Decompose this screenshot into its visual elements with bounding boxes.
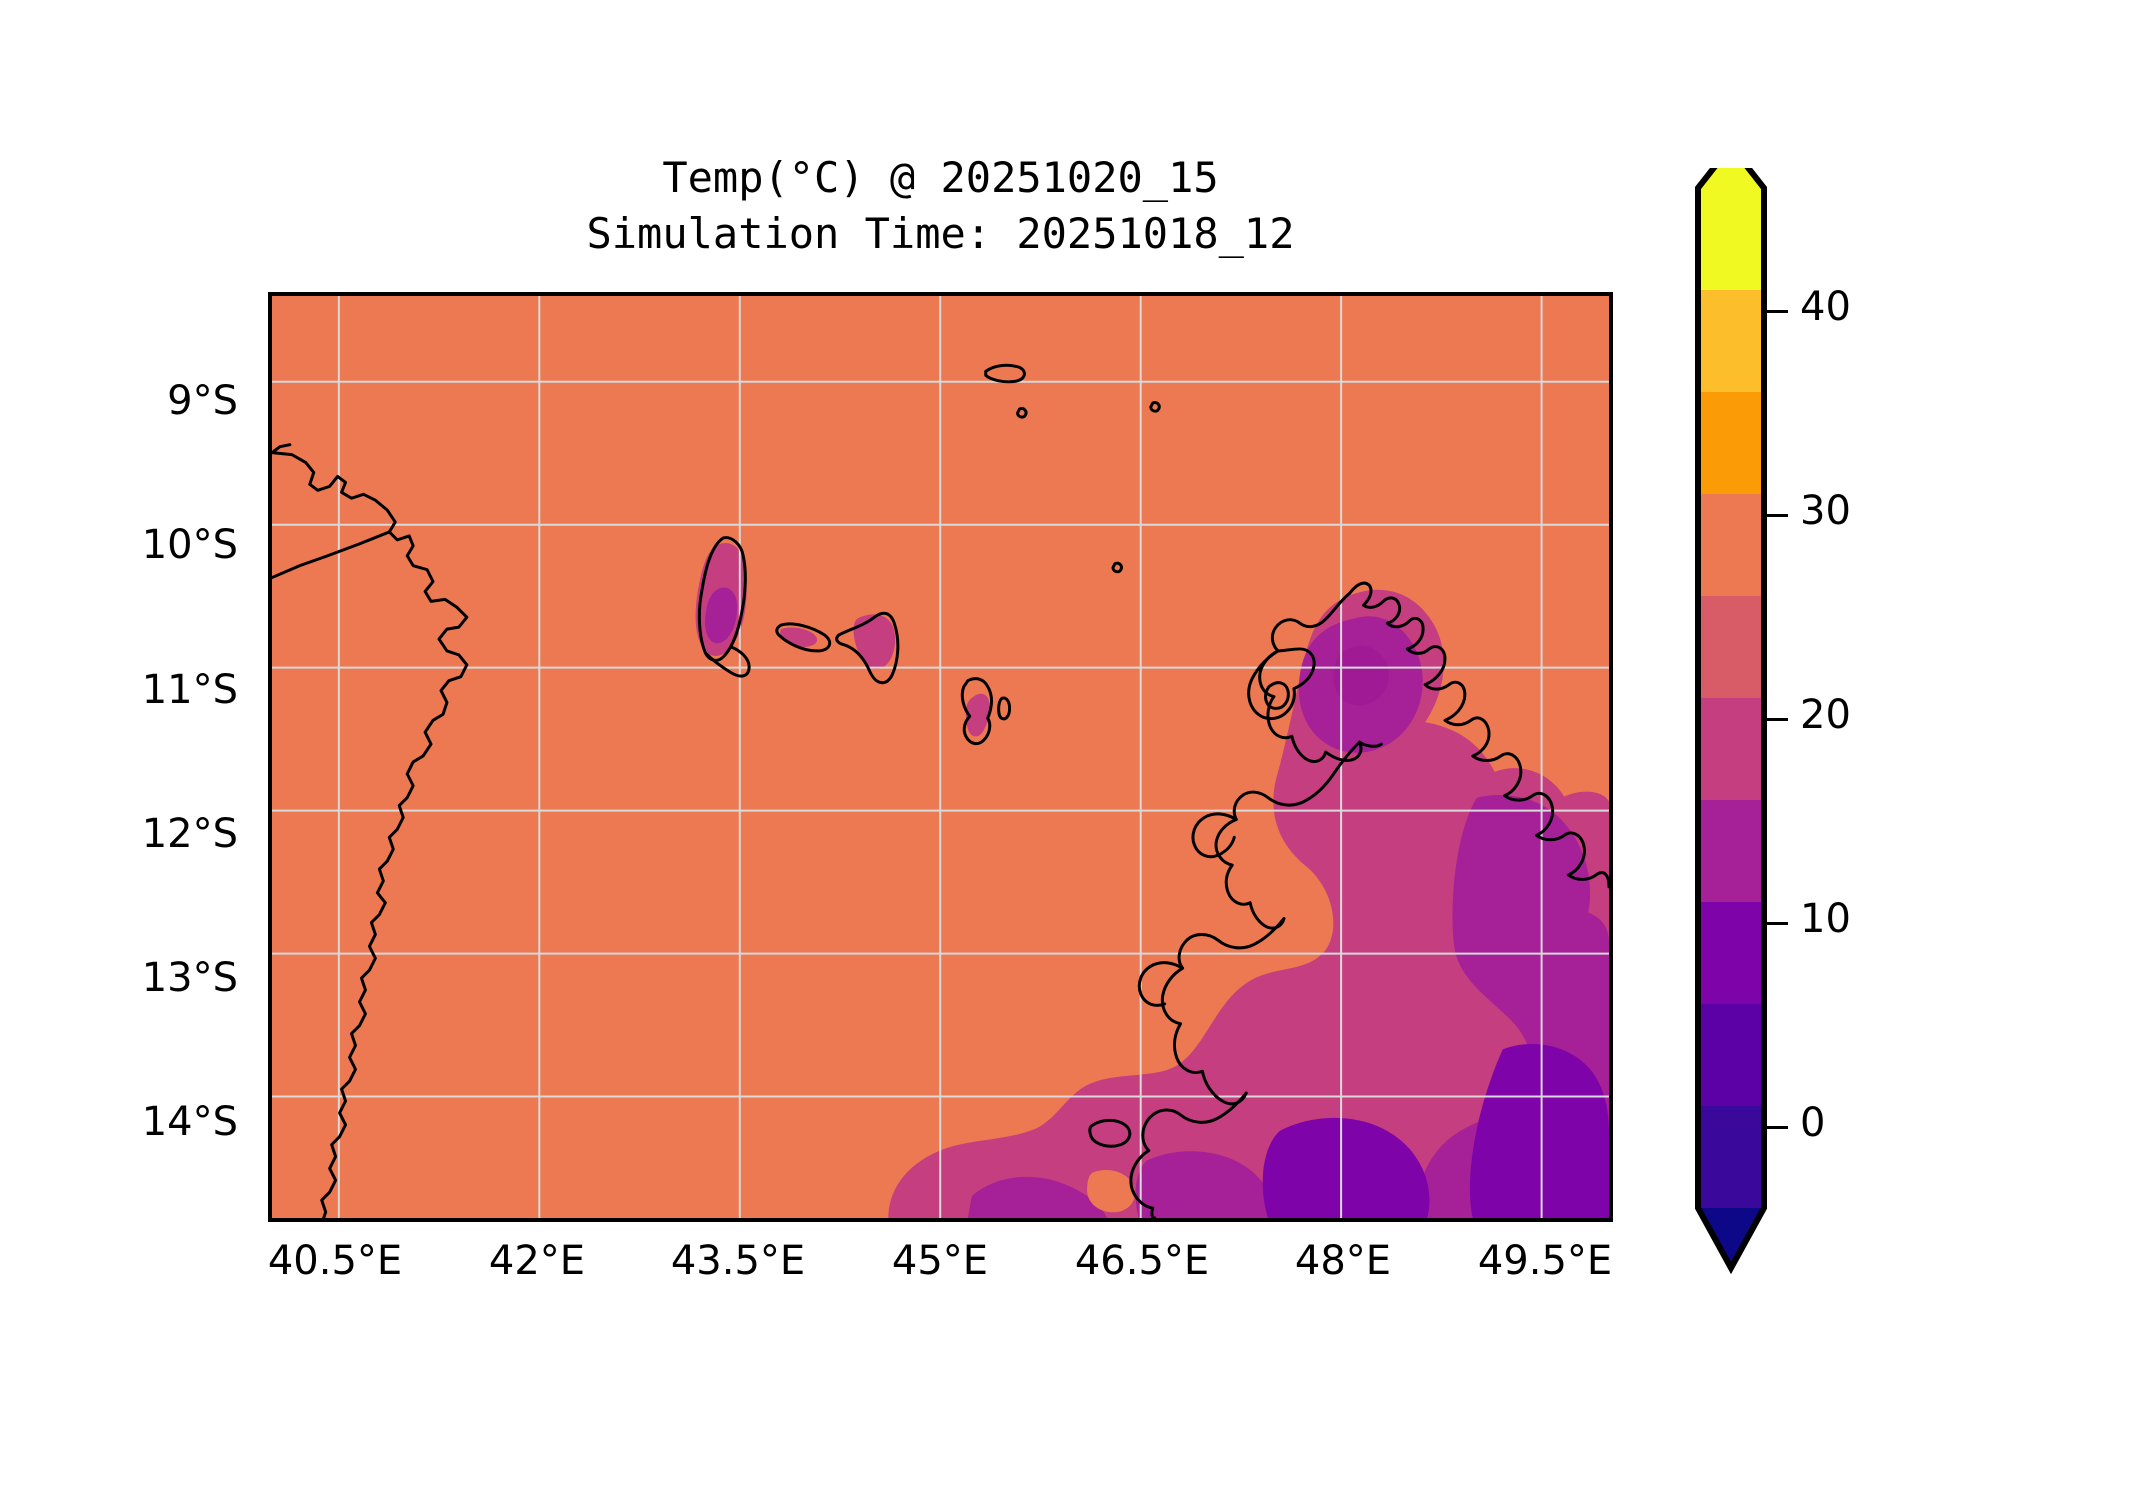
cbar-label-40: 40 [1800,284,1851,330]
field-band-20-25-madagascar [888,589,1609,1218]
colorbar-gradient [1695,168,1767,1275]
coastline-madagascar-west [1258,591,1383,764]
cbar-band--5-0 [1698,1106,1764,1208]
cbar-band-35-40 [1698,290,1764,392]
coastline-madagascar-nw-bay [1247,647,1316,721]
cbar-band-5-10 [1698,902,1764,1004]
cbar-band-0-5 [1698,1004,1764,1106]
field-band-10-15-se-core [1469,1043,1609,1218]
field-band-15-20-sw-patch [967,1176,1108,1218]
coastlines [272,363,1609,1218]
xtick-label-48E: 48°E [1294,1238,1392,1284]
page-title: Temp(°C) @ 20251020_15 Simulation Time: … [268,150,1613,262]
coastline-islet-north [984,363,1026,384]
ytick-label-13S: 13°S [141,955,238,1001]
cbar-label-0: 0 [1800,1100,1826,1146]
ytick-label-14S: 14°S [141,1099,238,1145]
coastline-islet-dot-1 [1016,407,1028,419]
cbar-band-20-25 [1698,596,1764,698]
cbar-tickmark-20 [1764,718,1788,721]
field-band-10-15-highlands [1262,1117,1430,1218]
coastline-madagascar-sw [1160,917,1286,1106]
colorbar-outline [1695,168,1767,1275]
coastline-madagascar-west-bay2 [1191,812,1238,859]
coastline-mayotte-islet [997,696,1012,721]
cbar-band-10-15 [1698,800,1764,902]
ytick-label-11S: 11°S [141,667,238,713]
coastline-grande-comore-south [703,645,751,678]
border-line-mozambique [272,530,391,580]
coastline-islet-dot-2 [1149,401,1161,413]
coastline-madagascar-nosybe [1264,681,1290,710]
coastline-moheli [775,622,832,653]
field-band-20-25-anjouan [853,614,896,669]
cbar-tickmark-40 [1764,310,1788,313]
cbar-label-30: 30 [1800,488,1851,534]
map-plot-area[interactable] [268,292,1613,1222]
colorbar-under-arrow [1698,1208,1764,1268]
coastline-islet-dot-3 [1111,561,1123,574]
cbar-band-30-35 [1698,392,1764,494]
coastline-africa-mainland [272,451,469,1218]
coastline-madagascar-sw-bay [1137,961,1185,1007]
cbar-band-15-20 [1698,698,1764,800]
ytick-label-9S: 9°S [167,378,238,424]
xtick-label-405E: 40.5°E [267,1238,403,1284]
colorbar[interactable]: 40 30 20 10 0 [1690,168,1851,1328]
ytick-label-12S: 12°S [141,811,238,857]
coastline-madagascar-sw-lower [1129,1091,1248,1218]
colorbar-bands [1698,188,1764,1208]
cbar-label-20: 20 [1800,692,1851,738]
xtick-label-495E: 49.5°E [1477,1238,1613,1284]
coastline-grande-comore [697,536,747,662]
field-band-25-30-inlet [1087,1170,1135,1213]
ytick-label-10S: 10°S [141,522,238,568]
temperature-contour-map [272,296,1609,1218]
coastline-madagascar [1348,581,1609,889]
cbar-tickmark-0 [1764,1126,1788,1129]
gridlines [272,296,1609,1218]
colorbar-over-arrow [1698,168,1764,188]
cbar-tickmark-10 [1764,922,1788,925]
title-line-2: Simulation Time: 20251018_12 [586,209,1295,258]
coastline-madagascar-islet-sw [1088,1118,1132,1148]
coastline-mayotte [960,677,993,746]
xtick-label-45E: 45°E [891,1238,989,1284]
field-band-15-20-karthala [705,587,738,644]
field-band-15-20-mid-patch [1135,1151,1273,1218]
cbar-band-25-30 [1698,494,1764,596]
title-line-1: Temp(°C) @ 20251020_15 [662,153,1219,202]
cbar-band-40-45 [1698,188,1764,290]
xtick-label-465E: 46.5°E [1074,1238,1210,1284]
cbar-label-10: 10 [1800,896,1851,942]
coastline-madagascar-west-coast-lower [1214,740,1361,930]
field-band-20-25-mayotte [965,693,990,737]
xtick-label-435E: 43.5°E [670,1238,806,1284]
field-band-10-15-tsaratanana-core [1333,645,1390,706]
coastline-anjouan [835,611,900,685]
xtick-label-42E: 42°E [488,1238,586,1284]
border-line-inland [272,443,292,455]
cbar-tickmark-30 [1764,514,1788,517]
